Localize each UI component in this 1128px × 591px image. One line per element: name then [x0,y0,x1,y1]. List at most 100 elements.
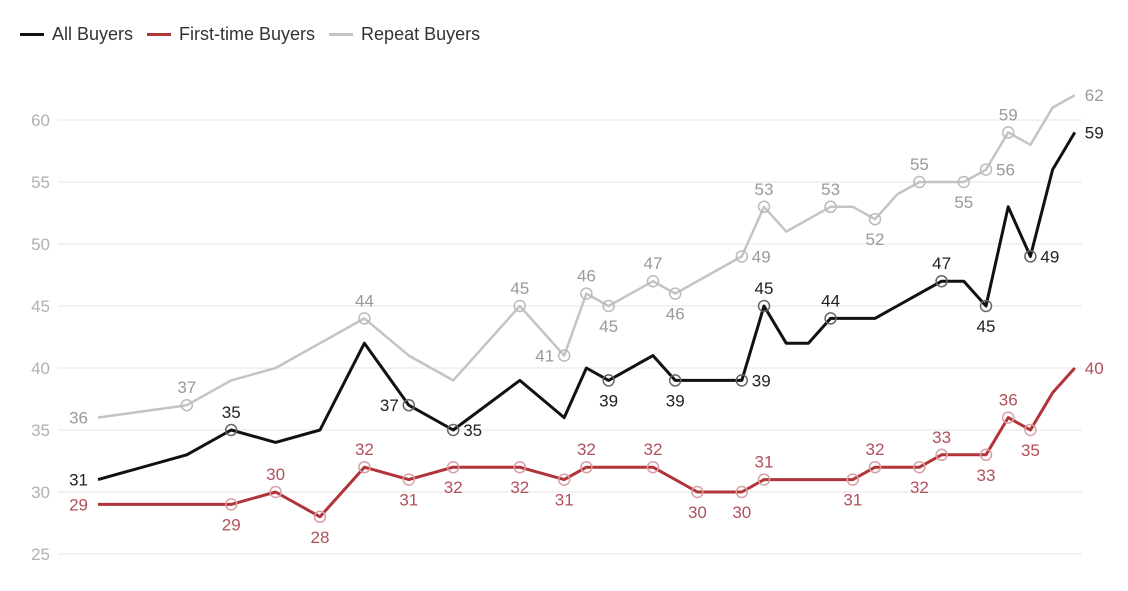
data-point-all-buyers [446,423,460,437]
data-point-all-buyers [735,374,749,387]
data-label-first-time-buyers: 32 [910,478,929,497]
data-label-all-buyers: 35 [463,421,482,440]
data-point-first-time-buyers [1001,411,1015,424]
data-label-first-time-buyers: 35 [1021,441,1040,460]
data-label-repeat-buyers: 55 [910,155,929,174]
legend-label: All Buyers [52,24,134,44]
data-label-repeat-buyers: 44 [355,291,374,310]
data-label-repeat-buyers: 53 [821,180,840,199]
data-point-first-time-buyers [224,498,238,511]
series-line-first-time-buyers [98,366,1076,519]
data-label-repeat-buyers: 62 [1085,86,1104,105]
data-point-first-time-buyers [691,485,704,499]
data-point-repeat-buyers [180,398,194,412]
data-point-first-time-buyers [979,448,993,462]
data-point-first-time-buyers [846,473,860,486]
data-point-repeat-buyers [824,200,837,214]
data-label-repeat-buyers: 56 [996,161,1015,180]
data-label-first-time-buyers: 40 [1085,359,1104,378]
data-label-repeat-buyers: 52 [866,230,885,249]
data-label-all-buyers: 31 [69,471,88,490]
data-point-first-time-buyers [646,460,660,474]
series-line-all-buyers [97,131,1077,482]
data-label-all-buyers: 45 [977,317,996,336]
data-point-repeat-buyers [513,299,527,313]
data-label-first-time-buyers: 29 [69,495,88,514]
legend: All Buyers First-time Buyers Repeat Buye… [20,24,480,45]
data-point-first-time-buyers [868,460,882,474]
data-label-first-time-buyers: 32 [355,440,374,459]
data-label-all-buyers: 45 [755,279,774,298]
legend-swatch [329,33,354,36]
data-label-all-buyers: 44 [821,291,840,310]
data-label-repeat-buyers: 55 [954,193,973,212]
legend-item-all-buyers: All Buyers [20,24,133,45]
data-label-first-time-buyers: 32 [644,440,663,459]
data-label-all-buyers: 39 [599,391,618,410]
data-point-first-time-buyers [402,473,416,486]
data-label-first-time-buyers: 33 [932,428,951,447]
data-point-first-time-buyers [1024,423,1037,437]
data-point-first-time-buyers [580,460,593,474]
data-point-first-time-buyers [757,473,771,486]
data-point-repeat-buyers [735,250,749,263]
data-point-first-time-buyers [735,485,749,499]
data-label-repeat-buyers: 59 [999,105,1018,124]
data-label-first-time-buyers: 30 [732,503,751,522]
data-point-all-buyers [402,398,416,412]
data-point-all-buyers [824,312,837,325]
y-tick-label: 55 [31,173,50,192]
data-label-first-time-buyers: 32 [577,440,596,459]
data-label-first-time-buyers: 36 [999,391,1018,410]
y-tick-label: 40 [31,359,50,378]
data-label-repeat-buyers: 45 [510,279,529,298]
data-point-repeat-buyers [979,163,993,176]
data-point-repeat-buyers [868,212,882,226]
data-label-repeat-buyers: 47 [644,254,663,273]
data-label-repeat-buyers: 36 [69,409,88,428]
legend-item-repeat-buyers: Repeat Buyers [329,24,480,45]
data-point-first-time-buyers [358,460,371,474]
data-point-first-time-buyers [913,460,926,474]
data-label-all-buyers: 37 [380,396,399,415]
data-label-first-time-buyers: 29 [222,515,241,534]
y-tick-label: 50 [31,235,50,254]
data-label-first-time-buyers: 32 [866,440,885,459]
legend-item-first-time-buyers: First-time Buyers [147,24,315,45]
data-point-first-time-buyers [446,460,460,474]
data-label-first-time-buyers: 31 [843,491,862,510]
data-point-first-time-buyers [313,510,327,524]
y-tick-label: 35 [31,421,50,440]
data-point-repeat-buyers [646,274,660,288]
data-point-all-buyers [1024,250,1037,263]
data-point-first-time-buyers [935,448,948,462]
data-label-repeat-buyers: 49 [752,247,771,266]
y-tick-label: 30 [31,483,50,502]
data-label-all-buyers: 35 [222,403,241,422]
data-point-first-time-buyers [513,460,527,474]
legend-swatch [20,33,44,36]
data-label-first-time-buyers: 31 [755,453,774,472]
legend-label: Repeat Buyers [361,24,481,44]
y-tick-label: 25 [31,545,50,564]
data-label-first-time-buyers: 31 [399,491,418,510]
data-label-repeat-buyers: 46 [666,305,685,324]
data-point-all-buyers [935,274,948,288]
data-point-all-buyers [602,374,615,387]
data-point-repeat-buyers [668,287,682,300]
y-tick-label: 60 [31,111,50,130]
data-label-first-time-buyers: 30 [266,465,285,484]
data-label-all-buyers: 39 [666,391,685,410]
data-label-repeat-buyers: 53 [755,180,774,199]
data-point-repeat-buyers [557,349,571,362]
data-point-repeat-buyers [957,175,971,189]
data-point-all-buyers [757,299,771,313]
data-label-first-time-buyers: 31 [555,491,574,510]
data-label-first-time-buyers: 32 [510,478,529,497]
data-point-repeat-buyers [757,200,771,214]
data-point-repeat-buyers [358,312,371,325]
data-point-all-buyers [668,374,682,387]
data-label-first-time-buyers: 32 [444,478,463,497]
y-tick-label: 45 [31,297,50,316]
data-point-repeat-buyers [580,287,593,300]
